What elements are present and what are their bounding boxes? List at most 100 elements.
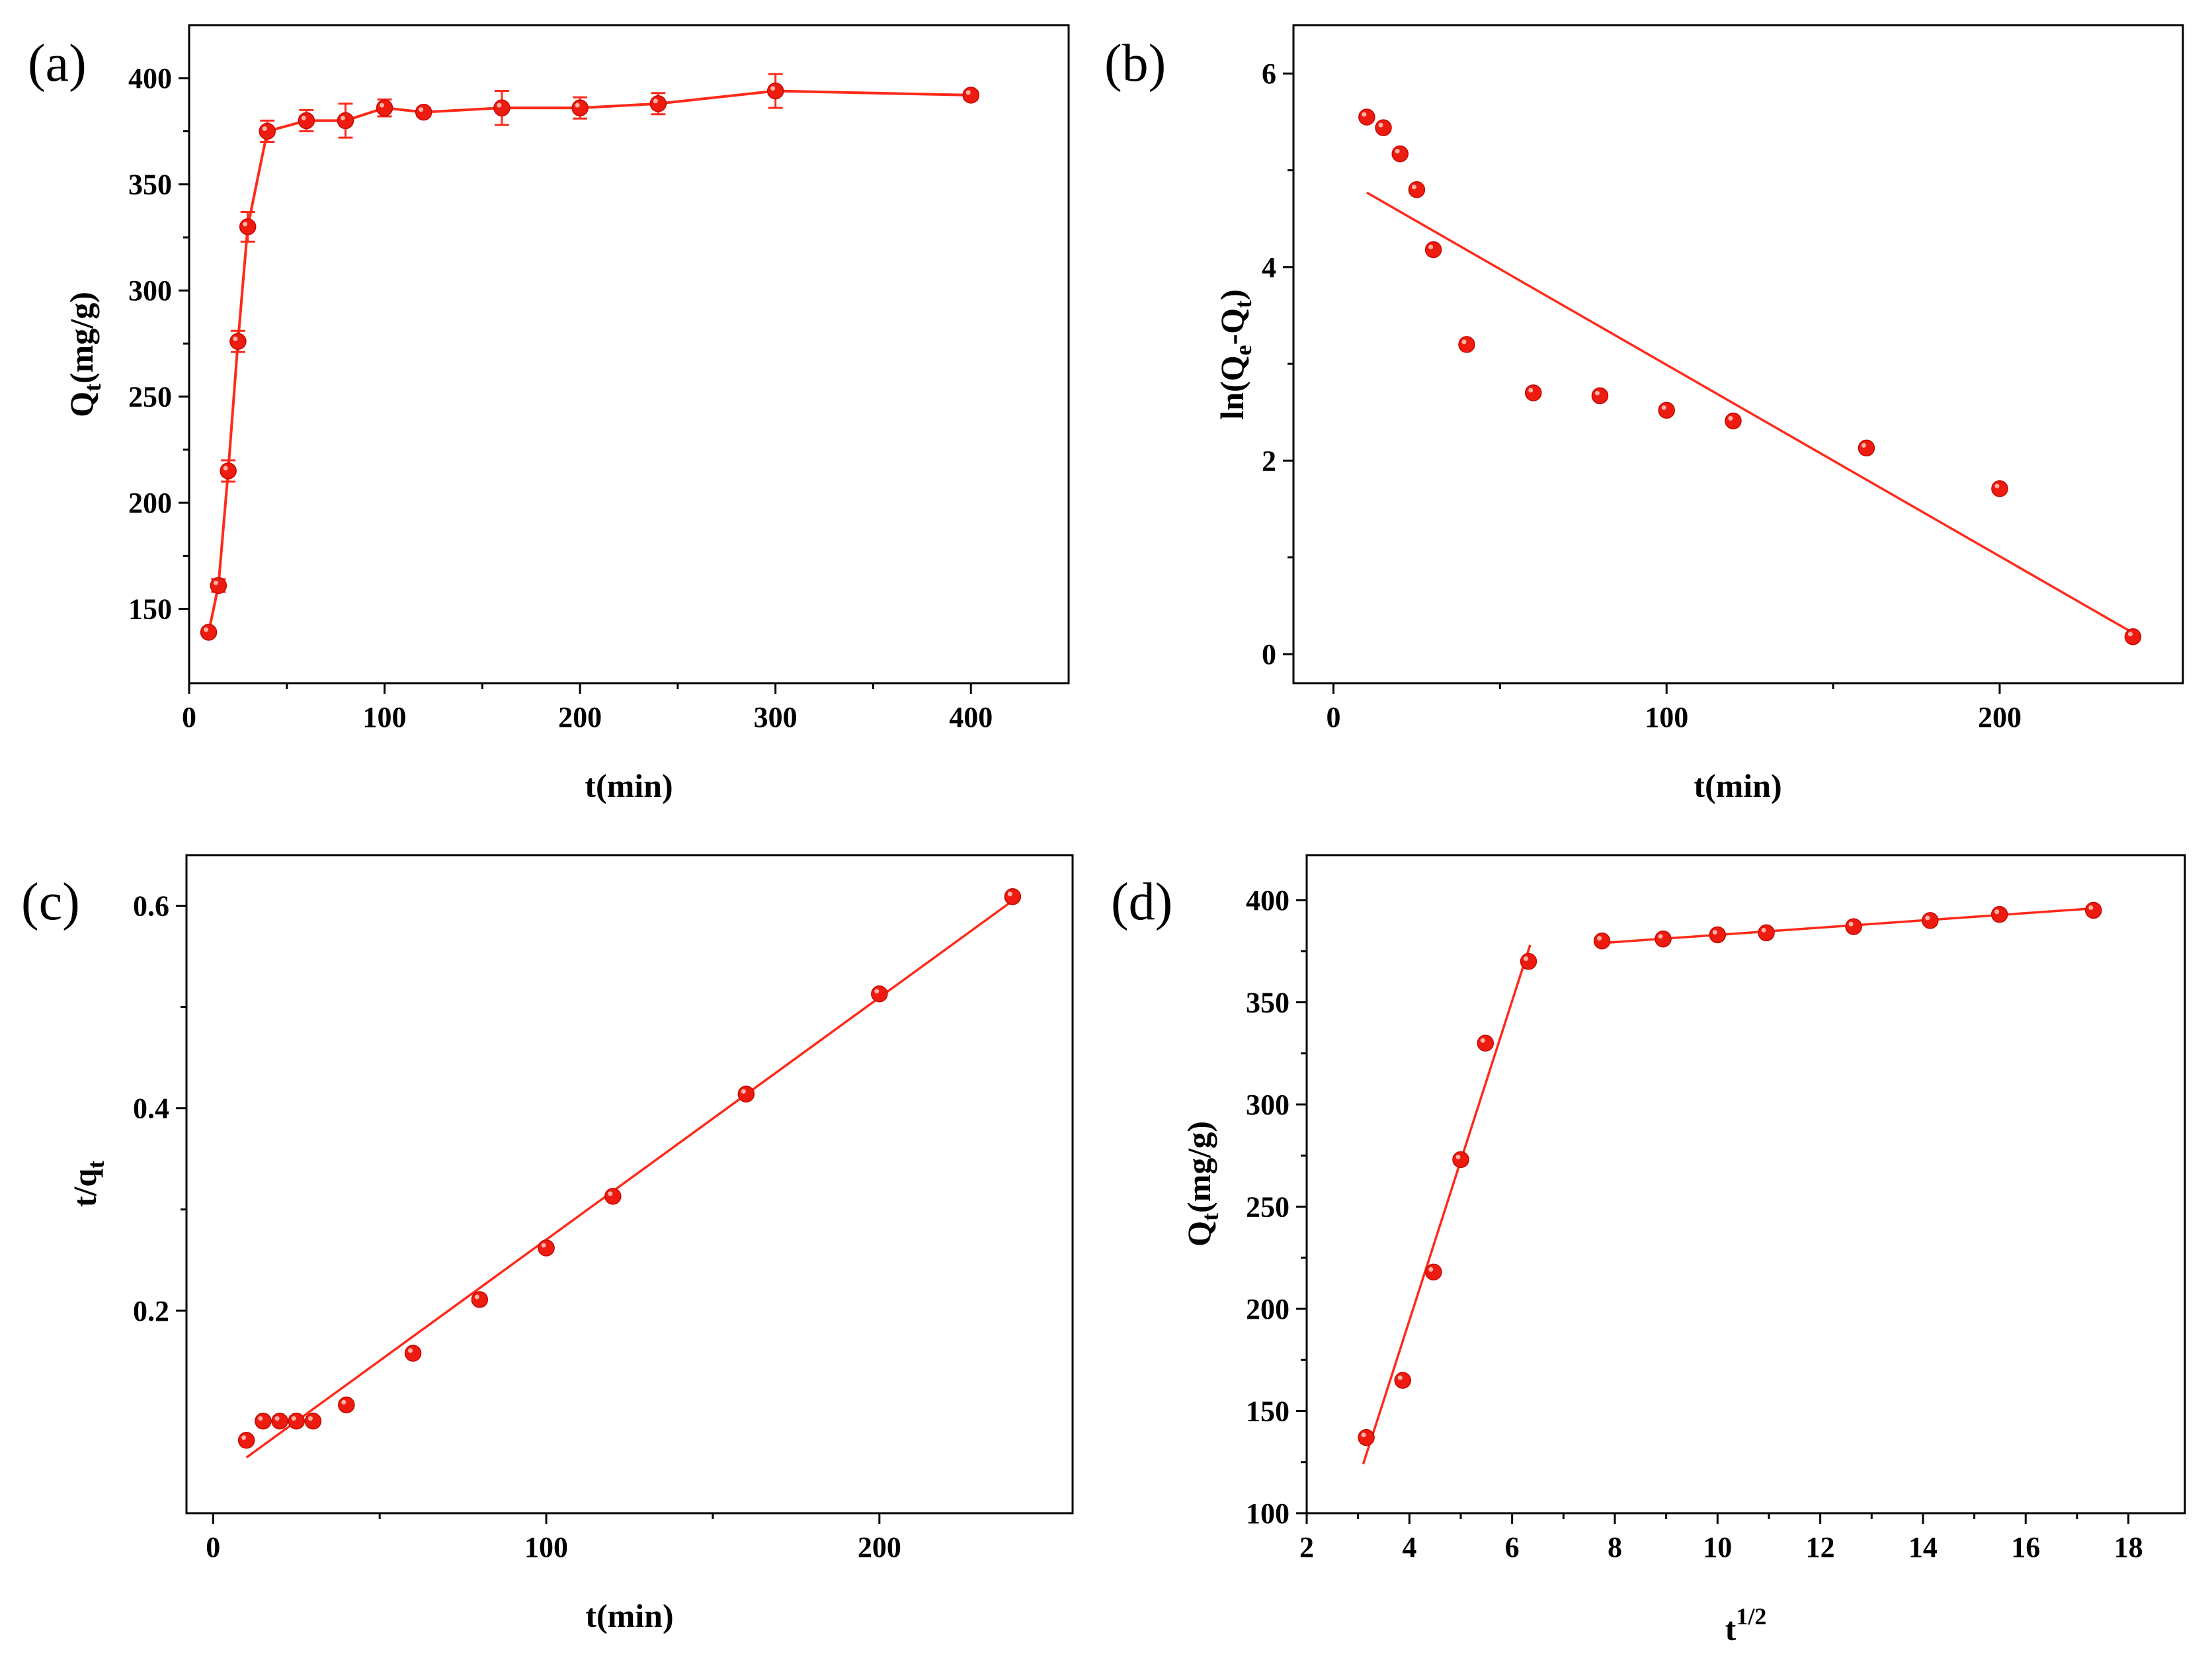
x-tick-label: 100 [363,701,407,733]
data-point-highlight [291,1416,296,1421]
y-tick-label: 0.6 [133,890,169,923]
series-a [200,73,979,641]
data-point-highlight [1925,915,1930,921]
data-point [1477,1034,1495,1052]
data-point-highlight [1480,1038,1485,1043]
y-tick-label: 400 [128,62,172,95]
y-axis-label-a: Qt(mg/g) [63,292,106,417]
y-axis-c: 0.2 0.4 0.6 [133,890,186,1327]
data-point [288,1412,305,1430]
y-tick-label: 300 [128,274,172,307]
x-tick-label: 8 [1608,1531,1622,1563]
x-tick-label: 4 [1402,1531,1416,1563]
data-point [237,1432,255,1449]
data-point [1655,930,1672,948]
data-point [2085,901,2102,919]
data-point [1394,1372,1411,1389]
x-tick-label: 300 [754,701,798,733]
data-point-highlight [1523,956,1528,962]
plot-frame-a [188,24,1070,685]
data-point [2124,628,2142,645]
data-point-highlight [1362,112,1367,117]
x-tick-label: 100 [524,1531,568,1563]
data-point [1408,181,1426,198]
data-point-highlight [233,336,238,341]
x-axis-label-c: t(min) [585,1597,673,1634]
data-point [200,624,218,641]
x-tick-label: 14 [1908,1531,1938,1563]
y-axis-a: 150 200 250 300 350 400 [128,62,189,626]
data-point-highlight [1594,390,1600,395]
data-point [404,1345,422,1362]
data-point-highlight [1411,185,1416,190]
data-point [1758,924,1775,942]
data-point [1424,241,1442,259]
y-tick-label: 200 [128,487,172,519]
data-point [1593,933,1611,950]
fit-line [245,899,1014,1459]
data-point [338,1396,355,1413]
data-point [1375,119,1392,136]
y-axis-d: 100 150 200 250 300 350 400 [1246,884,1307,1530]
data-point [1858,439,1875,457]
data-point [337,112,354,130]
series-line [207,89,971,633]
data-point [220,462,237,479]
x-axis-label-a: t(min) [585,767,673,804]
data-point-highlight [1397,1375,1403,1380]
y-tick-label: 100 [1246,1497,1290,1530]
panel-a: (a) 0 100 200 300 400 150 200 250 300 350 400 t(m… [28,24,1070,804]
data-point-highlight [608,1191,613,1196]
data-point [604,1188,622,1205]
panel-d: (d) 2 4 6 8 10 12 14 16 18 100 150 200 250 300 350 400… [1111,854,2186,1647]
data-point [1391,145,1409,163]
x-tick-label: 0 [1326,701,1340,733]
x-tick-label: 200 [858,1531,901,1563]
data-point [1004,888,1022,905]
data-point [255,1412,272,1430]
data-point [210,577,227,595]
data-point [298,112,315,130]
y-tick-label: 2 [1262,444,1276,477]
data-point [1358,108,1375,126]
data-point-highlight [541,1243,546,1248]
data-point-highlight [497,103,502,108]
data-point-highlight [474,1294,479,1300]
x-axis-d: 2 4 6 8 10 12 14 16 18 [1299,1513,2143,1563]
data-point-highlight [223,466,228,471]
data-point [1725,412,1742,430]
y-tick-label: 350 [1246,986,1290,1018]
data-point-highlight [213,580,218,585]
data-point-highlight [1712,930,1717,935]
data-point [571,99,589,116]
y-axis-b: 0 2 4 6 [1262,58,1293,671]
data-point-highlight [874,989,880,994]
x-axis-a: 0 100 200 300 400 [182,683,993,733]
y-tick-label: 0 [1262,638,1276,671]
data-point-highlight [1597,936,1602,941]
x-tick-label: 200 [1978,701,2022,733]
y-tick-label: 250 [1246,1190,1290,1223]
data-point [1845,918,1862,935]
x-tick-label: 400 [949,701,993,733]
data-point [304,1412,322,1430]
series-c [237,888,1022,1459]
fit-line [1366,191,2134,634]
data-point-highlight [1395,149,1400,154]
data-point-highlight [1007,892,1012,897]
data-point-highlight [1361,1433,1366,1438]
y-tick-label: 6 [1262,58,1276,90]
data-point [1520,952,1537,970]
x-tick-label: 200 [558,701,602,733]
data-point [1458,336,1475,353]
data-point-highlight [419,107,424,112]
x-tick-label: 0 [206,1531,220,1563]
data-point [1658,401,1675,419]
x-tick-label: 18 [2114,1531,2143,1563]
data-point-highlight [653,99,658,104]
data-point [1990,905,2008,923]
data-point-highlight [1461,339,1467,345]
data-point-highlight [1994,909,2000,915]
x-tick-label: 10 [1703,1531,1732,1563]
data-point-highlight [1658,934,1663,939]
